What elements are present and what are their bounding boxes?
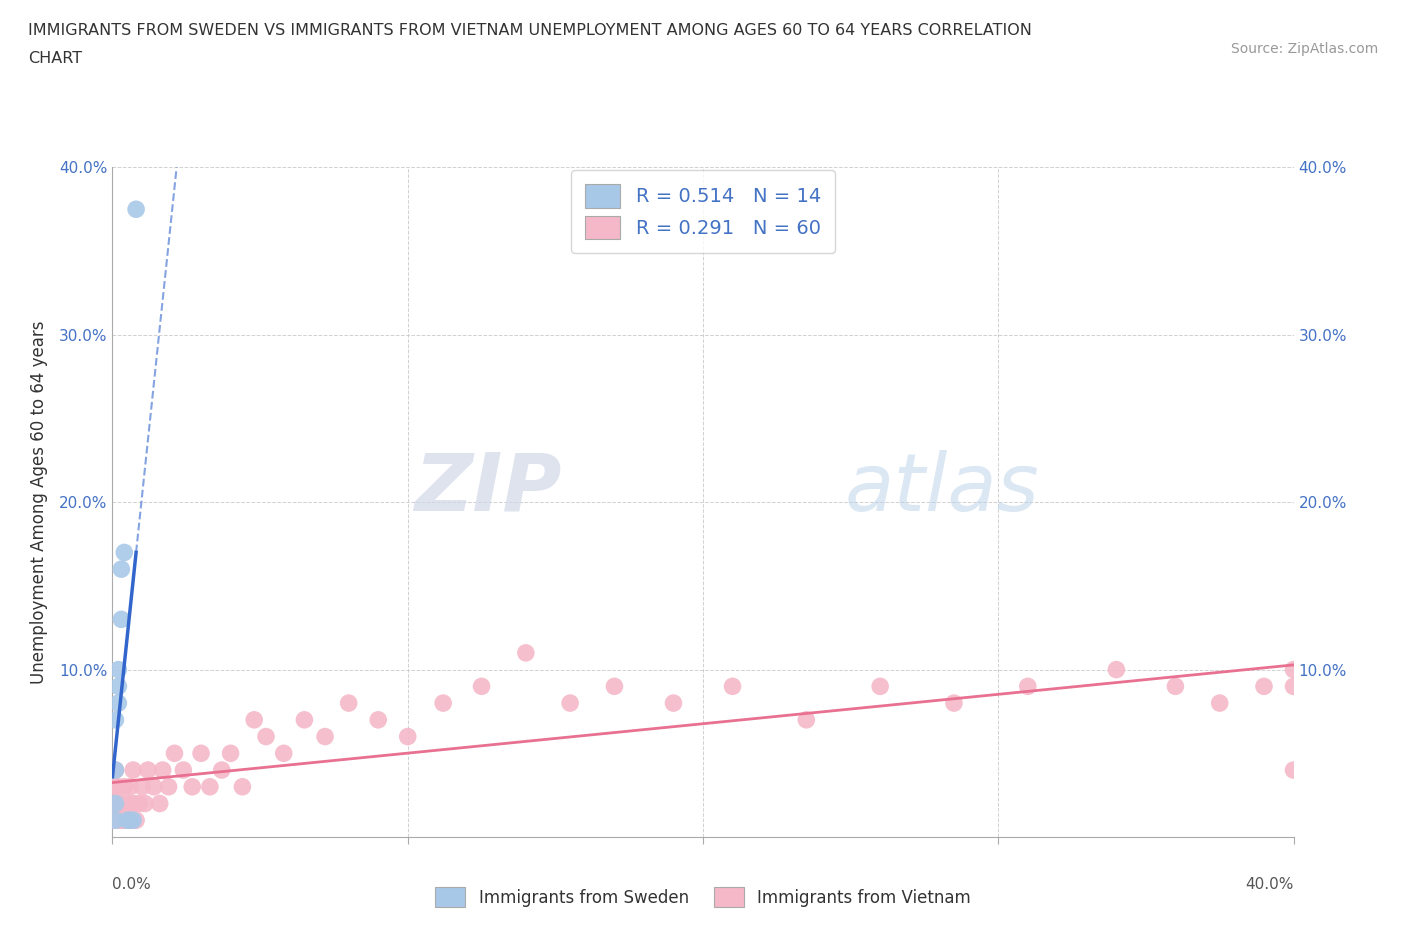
Point [117,813,138,828]
Point [558,696,582,711]
Point [104,763,127,777]
Text: atlas: atlas [845,450,1039,528]
Point [1253,679,1275,694]
Legend: Immigrants from Sweden, Immigrants from Vietnam: Immigrants from Sweden, Immigrants from … [427,879,979,916]
Text: 40.0%: 40.0% [1246,877,1294,892]
Point [662,696,685,711]
Point [869,679,891,694]
Text: 0.0%: 0.0% [112,877,152,892]
Text: ZIP: ZIP [413,450,561,528]
Point [432,696,454,711]
Point [122,796,145,811]
Point [181,779,204,794]
Point [104,779,127,794]
Point [1105,662,1128,677]
Point [367,712,389,727]
Point [110,796,132,811]
Point [292,712,315,727]
Point [314,729,336,744]
Point [136,763,159,777]
Point [107,679,129,694]
Point [134,796,156,811]
Point [122,813,145,828]
Point [273,746,295,761]
Point [107,796,129,811]
Point [721,679,744,694]
Point [117,813,138,828]
Text: IMMIGRANTS FROM SWEDEN VS IMMIGRANTS FROM VIETNAM UNEMPLOYMENT AMONG AGES 60 TO : IMMIGRANTS FROM SWEDEN VS IMMIGRANTS FRO… [28,23,1032,38]
Point [198,779,221,794]
Point [125,813,148,828]
Point [1017,679,1039,694]
Point [107,696,129,711]
Point [142,779,165,794]
Point [104,712,127,727]
Point [172,763,194,777]
Point [122,763,145,777]
Point [243,712,266,727]
Point [110,562,132,577]
Point [231,779,253,794]
Point [107,662,129,677]
Point [107,813,129,828]
Point [104,796,127,811]
Point [211,763,233,777]
Point [1208,696,1232,711]
Point [470,679,494,694]
Point [104,813,127,828]
Point [107,779,129,794]
Point [131,779,153,794]
Point [128,796,150,811]
Point [110,813,132,828]
Point [396,729,419,744]
Point [219,746,242,761]
Point [157,779,180,794]
Point [112,813,135,828]
Text: CHART: CHART [28,51,82,66]
Point [163,746,186,761]
Point [1164,679,1187,694]
Point [125,202,148,217]
Point [110,612,132,627]
Point [149,796,172,811]
Point [337,696,360,711]
Point [152,763,174,777]
Point [112,545,135,560]
Point [190,746,212,761]
Point [120,813,142,828]
Point [104,763,127,777]
Y-axis label: Unemployment Among Ages 60 to 64 years: Unemployment Among Ages 60 to 64 years [30,321,48,684]
Point [515,645,537,660]
Point [1282,679,1305,694]
Point [117,796,138,811]
Point [942,696,965,711]
Point [1282,763,1305,777]
Point [112,779,135,794]
Point [796,712,818,727]
Text: Source: ZipAtlas.com: Source: ZipAtlas.com [1230,42,1378,56]
Point [104,796,127,811]
Point [120,813,142,828]
Point [254,729,277,744]
Point [603,679,626,694]
Point [104,813,127,828]
Point [1282,662,1305,677]
Point [120,779,142,794]
